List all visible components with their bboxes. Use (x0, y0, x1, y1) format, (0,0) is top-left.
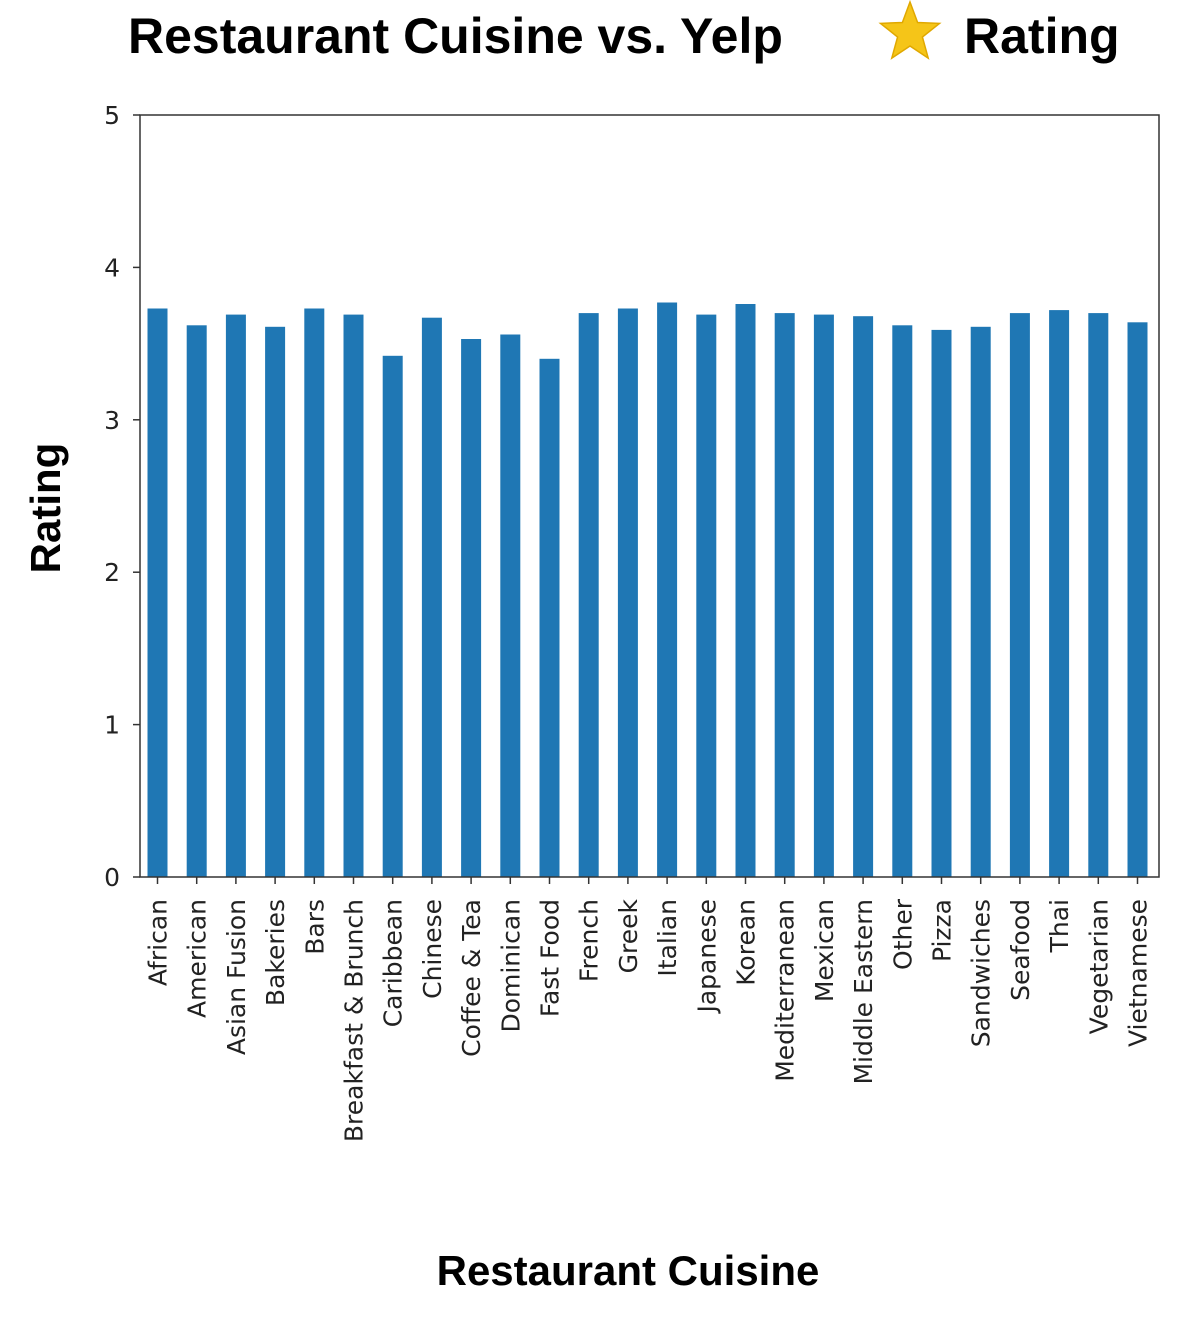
x-tick-label: Bakeries (261, 899, 290, 1006)
bar (774, 313, 795, 878)
bar (1088, 313, 1109, 878)
bar (343, 314, 364, 878)
y-tick-label: 0 (104, 863, 120, 892)
bar (147, 308, 168, 877)
chart-title-suffix: Rating (964, 8, 1120, 64)
x-tick-label: Mediterranean (771, 899, 800, 1082)
bar (421, 317, 442, 877)
bar (735, 304, 756, 877)
x-tick-label: Chinese (418, 899, 447, 999)
bars-group (147, 302, 1148, 878)
y-tick-label: 5 (104, 101, 120, 130)
chart-title: Restaurant Cuisine vs. Yelp Rating (128, 0, 1120, 64)
x-tick-label: Korean (732, 899, 761, 986)
y-tick-label: 2 (104, 558, 120, 587)
bar (1127, 322, 1148, 877)
bar (461, 339, 482, 877)
x-tick-label: Fast Food (536, 899, 565, 1017)
x-tick-label: Middle Eastern (849, 899, 878, 1085)
bar (578, 313, 599, 878)
bar (265, 326, 286, 877)
bar (696, 314, 717, 878)
x-tick-label: Greek (614, 898, 643, 973)
x-tick-label: Sandwiches (967, 899, 996, 1047)
y-tick-label: 1 (104, 711, 120, 740)
x-tick-label: Other (888, 898, 917, 970)
bar (1009, 313, 1030, 878)
plot-frame (139, 114, 1160, 878)
star-icon (878, 0, 942, 60)
y-axis-label: Rating (22, 443, 69, 574)
x-tick-label: American (183, 899, 212, 1018)
bar (892, 325, 913, 877)
y-axis: 0 1 2 3 4 5 (104, 101, 140, 892)
bar (304, 308, 325, 877)
x-tick-label: Breakfast & Brunch (340, 899, 369, 1142)
bar (1049, 310, 1070, 878)
bar (657, 302, 678, 877)
x-tick-label: African (144, 899, 173, 986)
x-axis: African American Asian Fusion Bakeries Bars B… (144, 877, 1153, 1142)
bar (970, 326, 991, 877)
y-tick-label: 3 (104, 406, 120, 435)
x-tick-label: Vegetarian (1084, 899, 1113, 1034)
bar (225, 314, 246, 878)
x-tick-label: Mexican (810, 899, 839, 1002)
bar (382, 355, 403, 877)
bar (813, 314, 834, 878)
x-tick-label: Vietnamese (1124, 899, 1153, 1047)
y-tick-label: 4 (104, 253, 120, 282)
bar (931, 329, 952, 877)
x-tick-label: Seafood (1006, 899, 1035, 1001)
x-tick-label: Bars (300, 899, 329, 955)
bar (853, 316, 874, 877)
chart-title-text: Restaurant Cuisine vs. Yelp (128, 8, 783, 64)
x-tick-label: Pizza (928, 899, 957, 962)
x-axis-label: Restaurant Cuisine (437, 1247, 820, 1294)
bar (500, 334, 521, 877)
x-tick-label: Asian Fusion (222, 899, 251, 1055)
bar (186, 325, 207, 877)
x-tick-label: Caribbean (379, 899, 408, 1027)
bar (617, 308, 638, 877)
bar (539, 358, 560, 877)
x-tick-label: Coffee & Tea (457, 899, 486, 1057)
x-tick-label: French (575, 899, 604, 982)
x-tick-label: Italian (653, 899, 682, 977)
x-tick-label: Thai (1045, 899, 1074, 953)
x-tick-label: Dominican (496, 899, 525, 1033)
x-tick-label: Japanese (692, 899, 721, 1015)
